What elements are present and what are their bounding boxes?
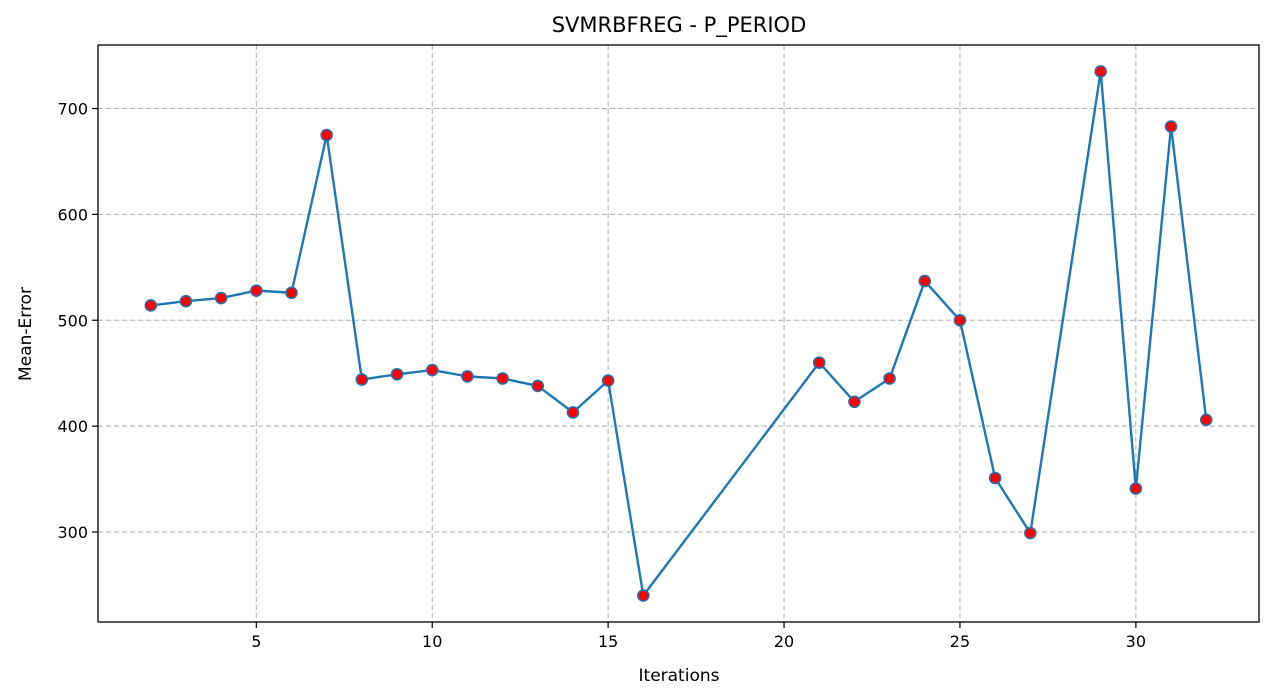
data-point — [812, 356, 826, 369]
data-point — [566, 406, 580, 419]
data-point — [531, 379, 545, 393]
x-axis-label: Iterations — [639, 666, 720, 686]
data-point — [285, 286, 298, 300]
data-point — [355, 373, 369, 386]
data-point — [637, 589, 650, 602]
x-tick-label: 30 — [1126, 632, 1146, 651]
chart-title: SVMRBFREG - P_PERIOD — [552, 13, 807, 38]
y-tick-label: 700 — [57, 100, 88, 119]
data-point — [883, 372, 896, 385]
data-point — [461, 370, 474, 383]
x-tick-label: 20 — [774, 632, 794, 651]
data-point — [988, 471, 1002, 485]
data-point — [848, 395, 861, 409]
data-point — [1094, 65, 1107, 78]
data-point — [1024, 526, 1037, 540]
data-point — [144, 299, 158, 312]
data-point — [918, 274, 932, 288]
x-tick-label: 15 — [598, 632, 618, 651]
data-point — [250, 284, 263, 297]
y-tick-label: 300 — [57, 523, 88, 542]
data-point — [1129, 482, 1143, 495]
data-point — [1199, 413, 1213, 427]
axis-ticks: 5 10 15 20 25 30 300 400 500 600 700 — [57, 100, 1146, 651]
series-line — [150, 70, 1208, 597]
data-point — [214, 291, 228, 305]
y-axis-label: Mean-Error — [16, 287, 36, 381]
data-point — [320, 128, 333, 142]
data-point — [1164, 120, 1178, 133]
y-tick-label: 400 — [57, 417, 88, 436]
data-point — [425, 363, 439, 377]
grid — [98, 45, 1259, 622]
data-point — [496, 372, 509, 385]
data-point — [390, 367, 404, 381]
data-point — [179, 294, 193, 308]
x-tick-label: 10 — [422, 632, 442, 651]
x-tick-label: 25 — [950, 632, 970, 651]
plot-frame — [97, 44, 1260, 623]
x-tick-label: 5 — [251, 632, 261, 651]
y-tick-label: 500 — [57, 311, 88, 330]
data-point — [601, 374, 615, 387]
series-group — [144, 65, 1213, 602]
y-tick-label: 600 — [57, 205, 88, 224]
data-point — [953, 313, 967, 327]
